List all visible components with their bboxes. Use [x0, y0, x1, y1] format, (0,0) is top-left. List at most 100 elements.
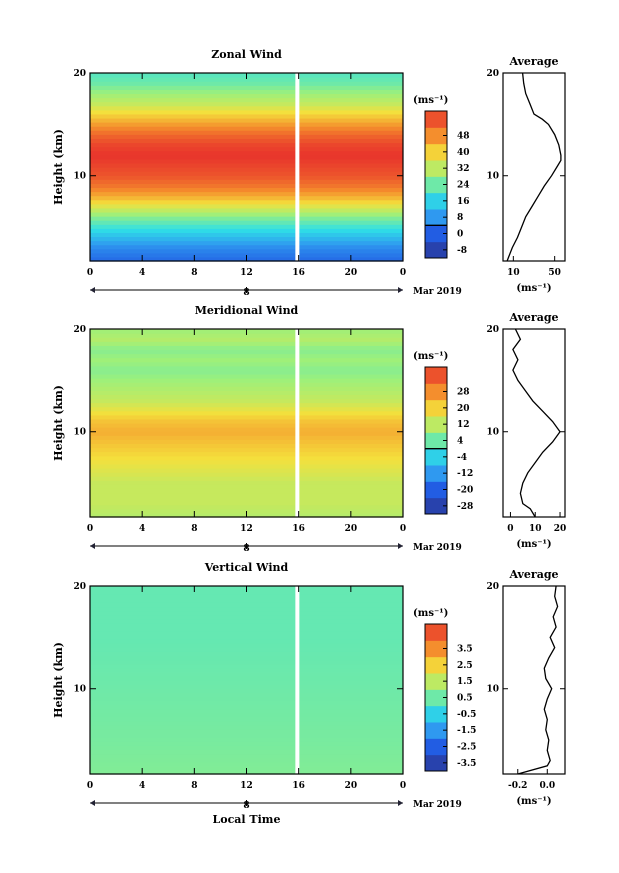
heatmap-band — [90, 647, 403, 652]
colorbar-tick-label: 40 — [457, 148, 470, 158]
heatmap-band — [90, 484, 403, 489]
x-tick-label: 12 — [240, 781, 253, 791]
heatmap-band — [90, 496, 403, 502]
heatmap-band — [90, 602, 403, 608]
heatmap-band — [90, 643, 403, 648]
avg-x-tick-label: 20 — [554, 524, 567, 534]
heatmap-band — [90, 459, 403, 465]
heatmap-band — [90, 232, 403, 238]
heatmap-band — [90, 248, 403, 254]
avg-x-tick-label: 0 — [507, 524, 513, 534]
heatmap-band — [90, 688, 403, 693]
colorbar-segment — [425, 225, 447, 243]
y-tick-label: 20 — [73, 582, 86, 592]
avg-y-tick-label: 20 — [486, 69, 499, 79]
heatmap-band — [90, 439, 403, 445]
avg-x-tick-label: 50 — [548, 268, 561, 278]
heatmap-band — [90, 704, 403, 710]
date-tick-label: 8 — [243, 288, 249, 298]
heatmap-band — [90, 333, 403, 338]
colorbar-segment — [425, 192, 447, 210]
heatmap-band — [90, 667, 403, 673]
heatmap-band — [90, 418, 403, 424]
right-arrow-icon — [398, 800, 403, 806]
heatmap-band — [90, 357, 403, 363]
heatmap-band — [90, 345, 403, 351]
heatmap-band — [90, 472, 403, 477]
colorbar-segment — [425, 160, 447, 177]
heatmap-band — [90, 606, 403, 612]
heatmap-band — [90, 154, 403, 160]
heatmap-band — [90, 187, 403, 193]
heatmap-field — [90, 73, 403, 262]
heatmap-band — [90, 427, 403, 432]
colorbar-tick-label: -2.5 — [457, 743, 476, 753]
average-frame — [502, 328, 566, 518]
heatmap-band — [90, 167, 403, 172]
y-axis-label: Height (km) — [52, 129, 65, 205]
colorbar-tick-label: 2.5 — [457, 661, 473, 671]
heatmap-band — [90, 659, 403, 665]
heatmap-band — [90, 179, 403, 184]
colorbar-segment — [425, 127, 447, 145]
heatmap-band — [90, 410, 403, 416]
left-arrow-icon — [90, 543, 95, 549]
heatmap-band — [90, 757, 403, 763]
heatmap-band — [90, 390, 403, 395]
heatmap-band — [90, 626, 403, 632]
heatmap-band — [90, 435, 403, 440]
heatmap-band — [90, 220, 403, 225]
heatmap-band — [90, 341, 403, 346]
heatmap-band — [90, 651, 403, 657]
x-tick-label: 16 — [292, 781, 305, 791]
panel-1: Meridional Wind 0 4 8 12 16 20 0 10 20 Height (km)… — [52, 304, 566, 554]
x-tick-label: 20 — [345, 268, 358, 278]
colorbar-tick-label: -28 — [457, 502, 473, 512]
x-tick-label: 4 — [139, 781, 145, 791]
colorbar: -3.5 -2.5 -1.5 -0.5 0.5 1.5 2.5 3.5 — [424, 623, 476, 772]
right-arrow-icon — [398, 543, 403, 549]
y-tick-label: 20 — [73, 325, 86, 335]
data-gap — [295, 329, 300, 517]
x-tick-label: 0 — [400, 781, 406, 791]
heatmap-band — [90, 365, 403, 371]
colorbar-tick-label: -12 — [457, 469, 473, 479]
date-label: Mar 2019 — [413, 543, 462, 553]
average-frame — [502, 585, 566, 775]
colorbar-tick-label: 48 — [457, 132, 470, 142]
x-tick-label: 16 — [292, 524, 305, 534]
x-tick-label: 20 — [345, 524, 358, 534]
heatmap-band — [90, 85, 403, 90]
avg-y-tick-label: 10 — [486, 428, 499, 438]
heatmap-band — [90, 749, 403, 755]
colorbar-tick-label: 20 — [457, 404, 470, 414]
x-tick-label: 12 — [240, 524, 253, 534]
colorbar: -8 0 8 16 24 32 40 48 — [424, 110, 470, 259]
heatmap-band — [90, 224, 403, 229]
x-axis-label: Local Time — [213, 813, 281, 826]
heatmap-band — [90, 337, 403, 342]
heatmap-band — [90, 142, 403, 148]
heatmap-band — [90, 614, 403, 620]
colorbar: -28 -20 -12 -4 4 12 20 28 — [424, 366, 473, 515]
date-label: Mar 2019 — [413, 800, 462, 810]
heatmap-band — [90, 183, 403, 189]
heatmap-band — [90, 89, 403, 95]
heatmap-band — [90, 386, 403, 391]
heatmap-band — [90, 398, 403, 404]
colorbar-tick-label: 4 — [457, 437, 463, 447]
heatmap-band — [90, 680, 403, 685]
heatmap-band — [90, 109, 403, 115]
colorbar-tick-label: 3.5 — [457, 645, 473, 655]
colorbar-tick-label: 16 — [457, 197, 470, 207]
heatmap-band — [90, 130, 403, 135]
x-tick-label: 0 — [87, 524, 93, 534]
colorbar-segment — [425, 416, 447, 433]
heatmap-band — [90, 488, 403, 494]
heatmap-band — [90, 126, 403, 131]
colorbar-tick-label: 0 — [457, 230, 463, 240]
left-arrow-icon — [90, 287, 95, 293]
heatmap-band — [90, 353, 403, 359]
heatmap-band — [90, 117, 403, 123]
colorbar-segment — [425, 465, 447, 482]
